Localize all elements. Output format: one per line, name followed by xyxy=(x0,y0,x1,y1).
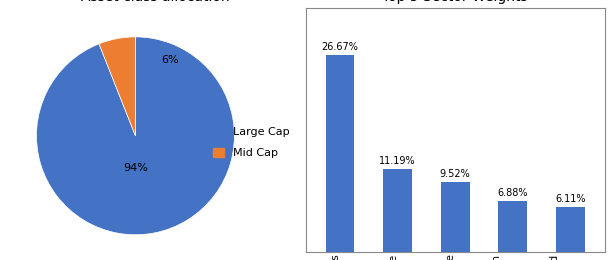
Text: 9.52%: 9.52% xyxy=(440,169,470,179)
Wedge shape xyxy=(37,37,235,235)
Bar xyxy=(556,207,585,252)
Bar xyxy=(383,169,412,252)
Bar xyxy=(326,55,354,252)
Text: 6.88%: 6.88% xyxy=(497,188,528,198)
Title: Top 5 Sector Weights: Top 5 Sector Weights xyxy=(382,0,528,4)
Text: 6.11%: 6.11% xyxy=(555,194,585,204)
Text: 26.67%: 26.67% xyxy=(321,42,359,52)
Bar xyxy=(441,182,470,252)
Text: 6%: 6% xyxy=(161,55,179,65)
Text: 94%: 94% xyxy=(123,163,148,173)
Text: 11.19%: 11.19% xyxy=(379,156,416,166)
Bar xyxy=(499,201,527,252)
Legend: Large Cap, Mid Cap: Large Cap, Mid Cap xyxy=(209,122,295,163)
Wedge shape xyxy=(99,37,136,136)
Title: Asset class allocation: Asset class allocation xyxy=(81,0,230,4)
